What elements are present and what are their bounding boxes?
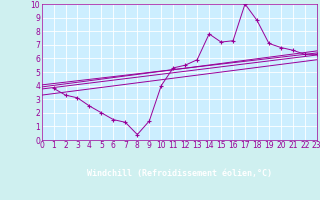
Text: Windchill (Refroidissement éolien,°C): Windchill (Refroidissement éolien,°C) <box>87 169 272 178</box>
